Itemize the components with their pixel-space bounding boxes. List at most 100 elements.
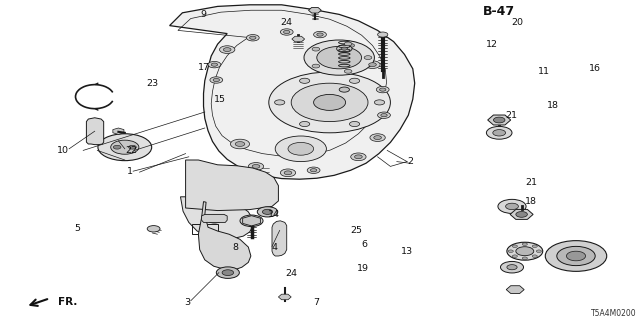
Circle shape	[312, 64, 320, 68]
Circle shape	[349, 78, 360, 83]
Text: 25: 25	[351, 226, 363, 235]
Circle shape	[211, 63, 218, 66]
Circle shape	[351, 153, 366, 161]
Text: 10: 10	[57, 146, 69, 155]
Text: 11: 11	[538, 68, 550, 76]
Circle shape	[147, 226, 160, 232]
Text: T5A4M0200: T5A4M0200	[591, 309, 637, 318]
Circle shape	[275, 136, 326, 162]
Circle shape	[304, 40, 374, 75]
Circle shape	[113, 145, 121, 149]
Circle shape	[222, 270, 234, 276]
Circle shape	[284, 30, 290, 34]
Circle shape	[257, 207, 278, 217]
Circle shape	[223, 48, 231, 52]
Circle shape	[507, 242, 543, 260]
Circle shape	[240, 215, 263, 227]
Text: 9: 9	[200, 10, 207, 19]
Circle shape	[493, 130, 506, 136]
Circle shape	[378, 32, 388, 37]
Circle shape	[532, 245, 538, 247]
Text: 3: 3	[184, 298, 191, 307]
Polygon shape	[170, 5, 415, 179]
Polygon shape	[198, 202, 251, 269]
Text: 22: 22	[125, 146, 137, 155]
Circle shape	[291, 83, 368, 122]
Circle shape	[314, 31, 326, 38]
Text: 8: 8	[233, 244, 239, 252]
Text: 2: 2	[407, 157, 413, 166]
Circle shape	[347, 44, 355, 47]
Circle shape	[275, 100, 285, 105]
Circle shape	[248, 163, 264, 170]
Text: B-47: B-47	[483, 5, 515, 18]
Circle shape	[236, 141, 245, 147]
Text: FR.: FR.	[58, 297, 77, 308]
Polygon shape	[308, 7, 321, 13]
Circle shape	[213, 78, 220, 82]
Text: 1: 1	[127, 167, 133, 176]
Circle shape	[207, 215, 222, 223]
Circle shape	[314, 94, 346, 110]
Text: 13: 13	[401, 247, 413, 256]
Circle shape	[355, 155, 362, 159]
Circle shape	[365, 61, 380, 68]
Circle shape	[300, 78, 310, 83]
Circle shape	[220, 46, 235, 53]
Circle shape	[374, 136, 381, 140]
Circle shape	[288, 142, 314, 155]
Circle shape	[349, 122, 360, 127]
Polygon shape	[202, 214, 227, 222]
Text: 21: 21	[525, 178, 537, 187]
Circle shape	[262, 209, 273, 214]
Circle shape	[312, 47, 320, 51]
Circle shape	[374, 100, 385, 105]
Text: 23: 23	[147, 79, 159, 88]
Text: 5: 5	[74, 224, 80, 233]
Polygon shape	[243, 216, 260, 226]
Text: 6: 6	[362, 240, 367, 249]
Text: 24: 24	[281, 18, 292, 27]
Circle shape	[337, 45, 352, 52]
Text: 21: 21	[506, 111, 518, 120]
Circle shape	[307, 167, 320, 173]
Polygon shape	[292, 36, 305, 42]
Circle shape	[343, 42, 358, 49]
Circle shape	[500, 261, 524, 273]
Circle shape	[380, 88, 386, 91]
Circle shape	[300, 122, 310, 127]
Circle shape	[536, 250, 541, 252]
Text: 7: 7	[313, 298, 319, 307]
Circle shape	[364, 56, 372, 60]
Polygon shape	[510, 209, 533, 220]
Text: 17: 17	[198, 63, 209, 72]
Circle shape	[493, 117, 505, 123]
Text: 18: 18	[525, 197, 537, 206]
Circle shape	[381, 114, 387, 117]
Polygon shape	[180, 197, 253, 238]
Circle shape	[210, 77, 223, 83]
Circle shape	[566, 251, 586, 261]
Circle shape	[280, 169, 296, 177]
Text: 24: 24	[285, 269, 298, 278]
Circle shape	[512, 255, 517, 258]
Polygon shape	[278, 294, 291, 300]
Circle shape	[369, 63, 376, 67]
Circle shape	[269, 72, 390, 133]
Text: 20: 20	[511, 18, 523, 27]
Text: 18: 18	[547, 101, 559, 110]
Circle shape	[98, 134, 152, 161]
Circle shape	[216, 267, 239, 278]
Circle shape	[376, 86, 389, 93]
Polygon shape	[488, 115, 511, 125]
Circle shape	[512, 245, 517, 247]
Polygon shape	[272, 221, 287, 256]
Circle shape	[341, 47, 348, 50]
Circle shape	[230, 139, 250, 149]
Circle shape	[516, 212, 527, 217]
Circle shape	[284, 171, 292, 175]
Circle shape	[498, 199, 526, 213]
Text: 14: 14	[268, 210, 280, 219]
Polygon shape	[186, 160, 278, 211]
Circle shape	[317, 33, 323, 36]
